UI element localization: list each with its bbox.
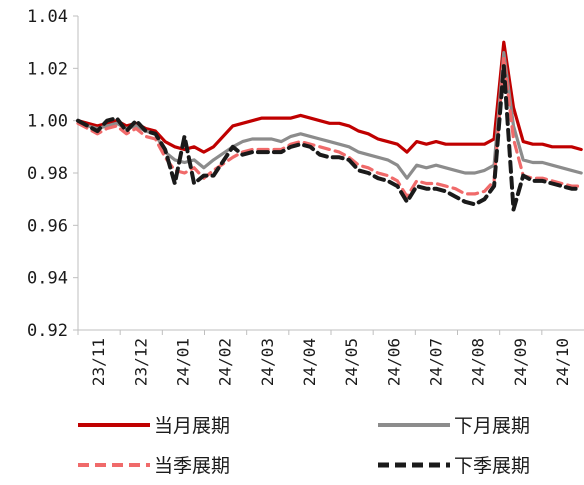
y-tick-label: 1.00	[27, 112, 68, 132]
x-tick-label: 23/12	[131, 338, 150, 386]
x-tick-label: 23/11	[89, 338, 108, 386]
y-tick-label: 0.98	[27, 164, 68, 184]
x-axis: 23/11 23/12 24/01 24/02 24/03 24/04 24/05 24/06…	[77, 329, 584, 386]
legend-label-2: 下月展期	[454, 415, 530, 437]
plot-lines	[76, 40, 584, 212]
legend-label-1: 当月展期	[154, 415, 230, 437]
x-tick-label: 24/01	[173, 338, 192, 386]
x-tick-label: 24/08	[469, 338, 488, 386]
legend-label-4: 下季展期	[454, 455, 530, 477]
y-tick-label: 1.02	[27, 59, 68, 79]
x-tick-label: 24/04	[300, 338, 319, 386]
legend-label-3: 当季展期	[154, 455, 230, 477]
y-tick-label: 0.92	[27, 321, 68, 341]
x-tick-label: 24/07	[426, 338, 445, 386]
x-tick-label: 24/10	[553, 338, 572, 386]
y-axis: 0.92 0.94 0.96 0.98 1.00 1.02 1.04	[27, 7, 79, 341]
series-line-4	[76, 63, 584, 212]
x-tick-label: 24/03	[258, 338, 277, 386]
y-tick-label: 0.94	[27, 269, 68, 289]
x-tick-label: 24/09	[511, 338, 530, 386]
x-tick-label: 24/05	[342, 338, 361, 386]
y-tick-label: 0.96	[27, 216, 68, 236]
x-tick-label: 24/02	[216, 338, 235, 386]
x-tick-label: 24/06	[384, 338, 403, 386]
y-tick-label: 1.04	[27, 7, 68, 27]
series-line-3	[76, 56, 583, 199]
